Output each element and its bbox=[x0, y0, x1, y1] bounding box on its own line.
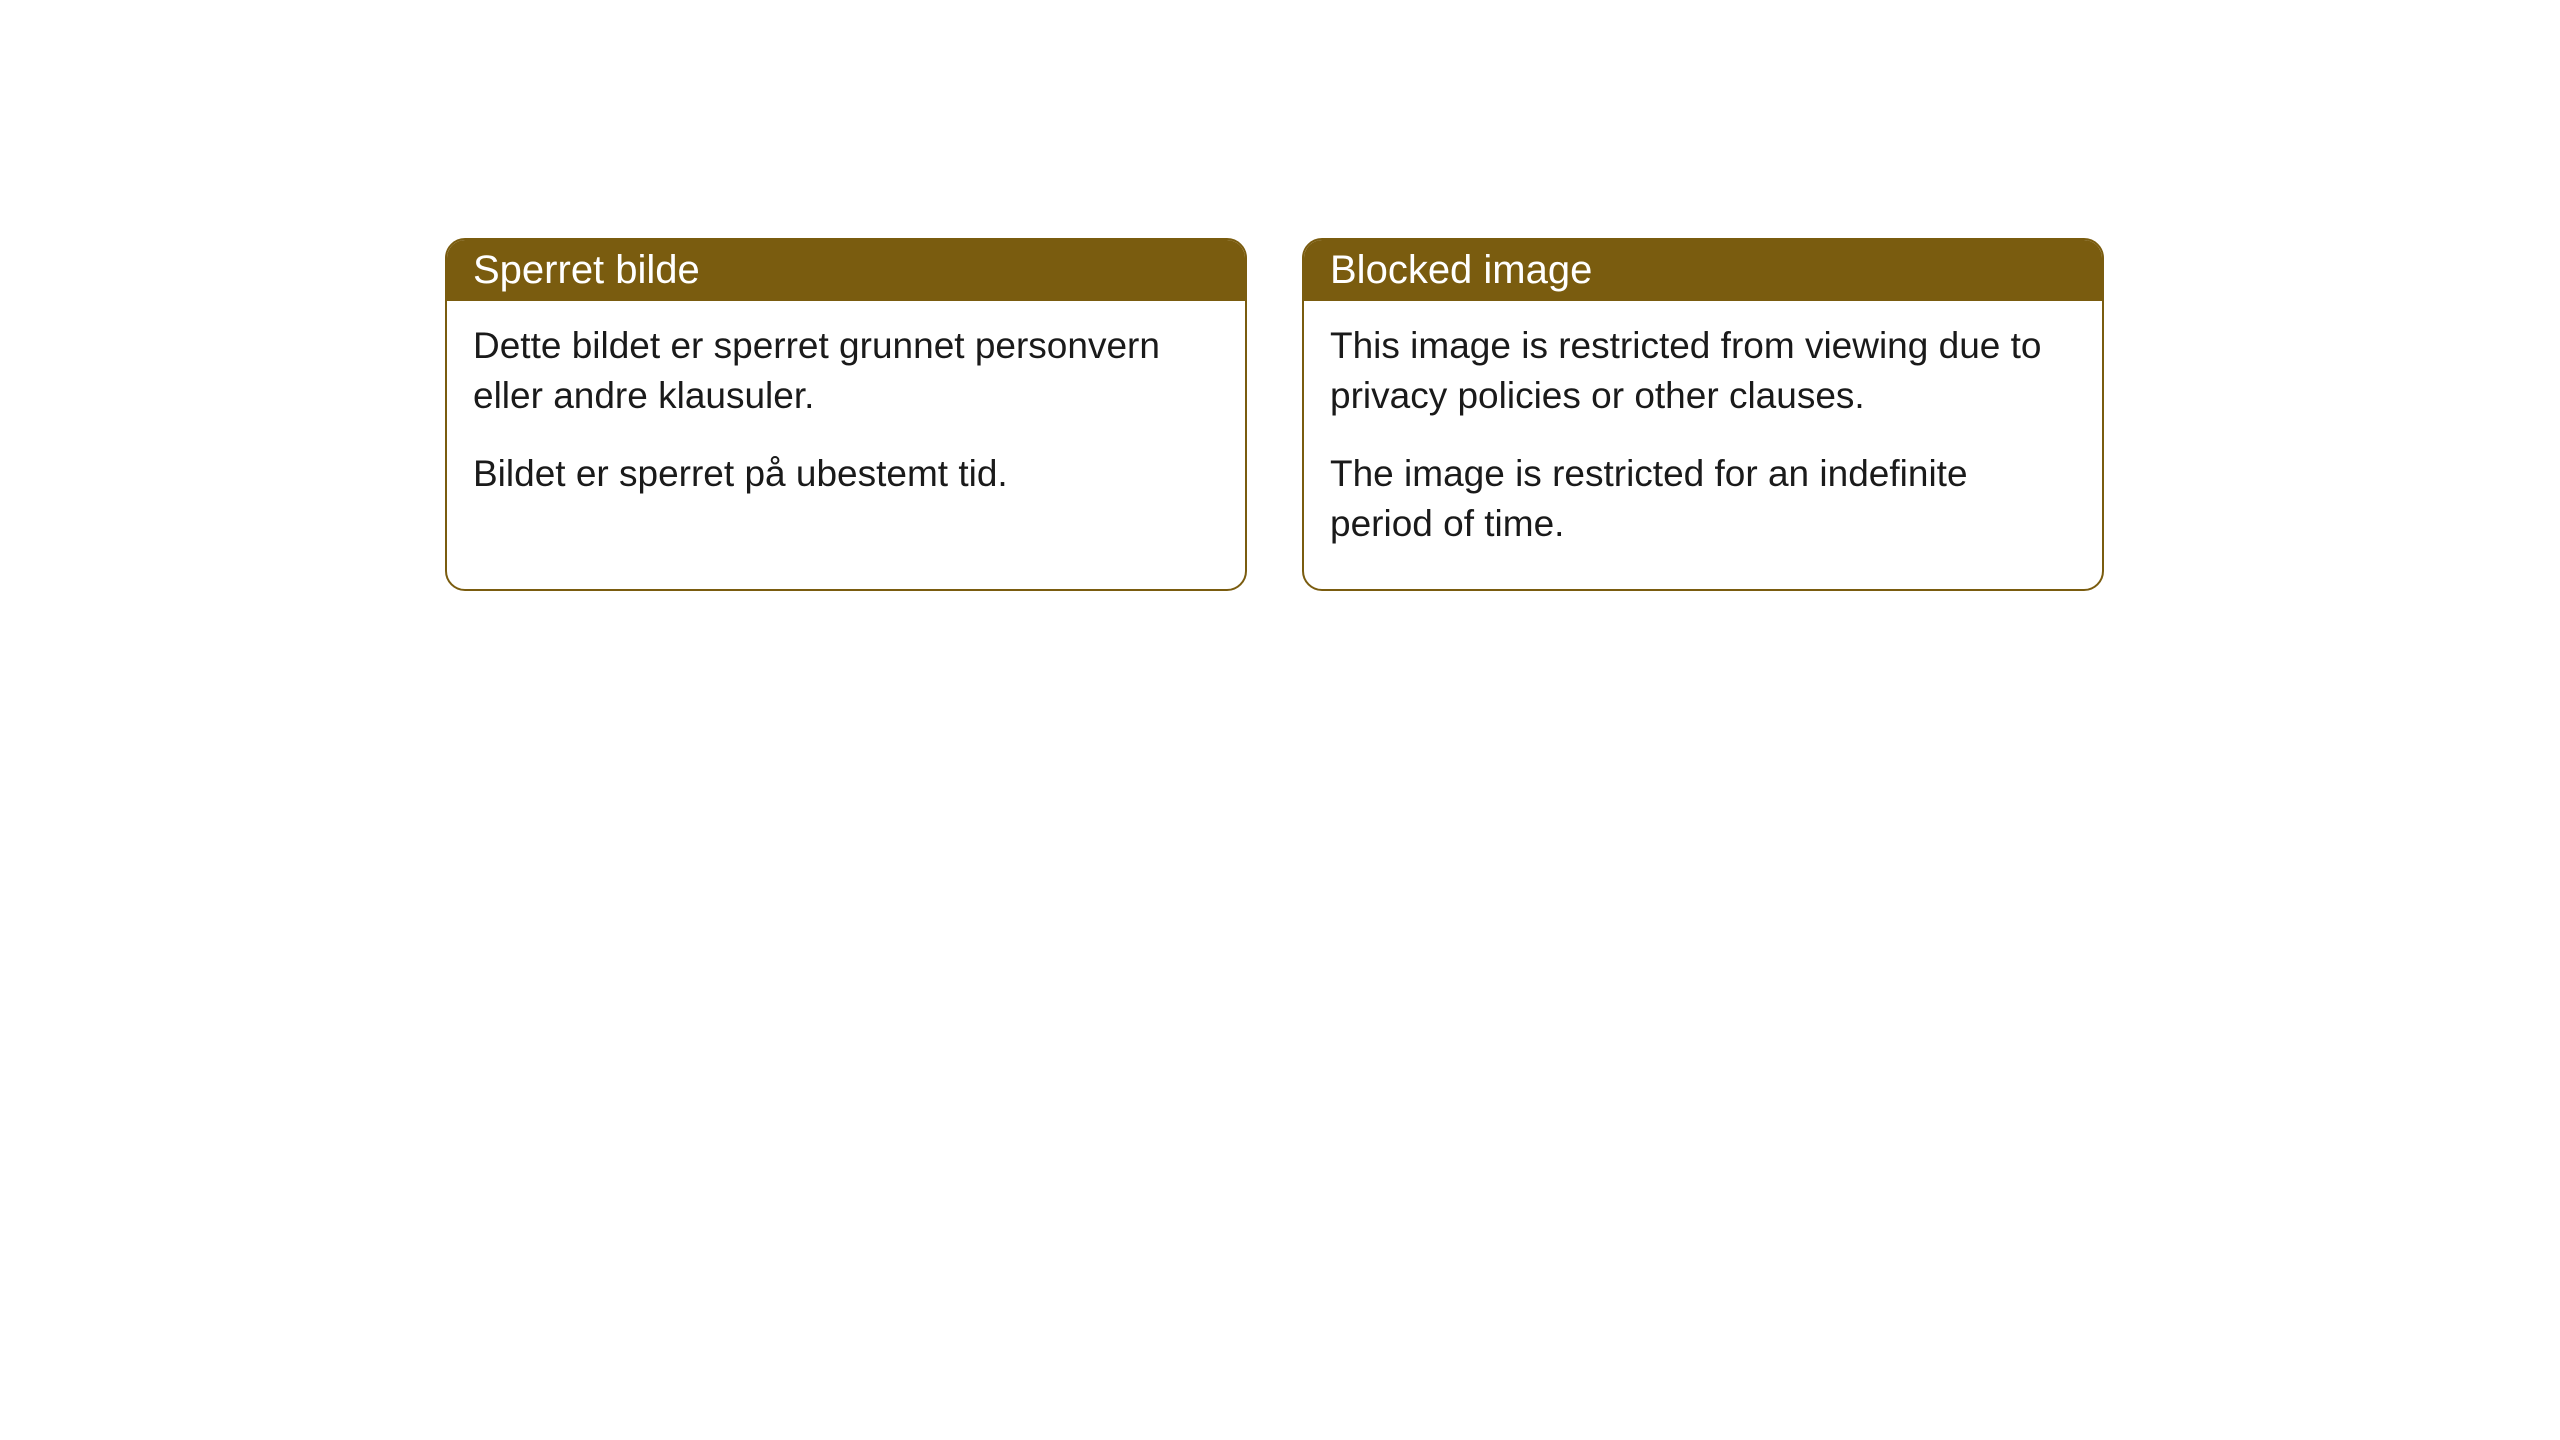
card-paragraph-1: This image is restricted from viewing du… bbox=[1330, 321, 2076, 421]
card-header-norwegian: Sperret bilde bbox=[447, 240, 1245, 301]
card-paragraph-1: Dette bildet er sperret grunnet personve… bbox=[473, 321, 1219, 421]
card-title: Sperret bilde bbox=[473, 248, 700, 292]
card-body-english: This image is restricted from viewing du… bbox=[1304, 301, 2102, 589]
card-body-norwegian: Dette bildet er sperret grunnet personve… bbox=[447, 301, 1245, 539]
notice-card-norwegian: Sperret bilde Dette bildet er sperret gr… bbox=[445, 238, 1247, 591]
card-paragraph-2: The image is restricted for an indefinit… bbox=[1330, 449, 2076, 549]
card-title: Blocked image bbox=[1330, 248, 1592, 292]
card-header-english: Blocked image bbox=[1304, 240, 2102, 301]
notice-container: Sperret bilde Dette bildet er sperret gr… bbox=[0, 0, 2560, 591]
notice-card-english: Blocked image This image is restricted f… bbox=[1302, 238, 2104, 591]
card-paragraph-2: Bildet er sperret på ubestemt tid. bbox=[473, 449, 1219, 499]
